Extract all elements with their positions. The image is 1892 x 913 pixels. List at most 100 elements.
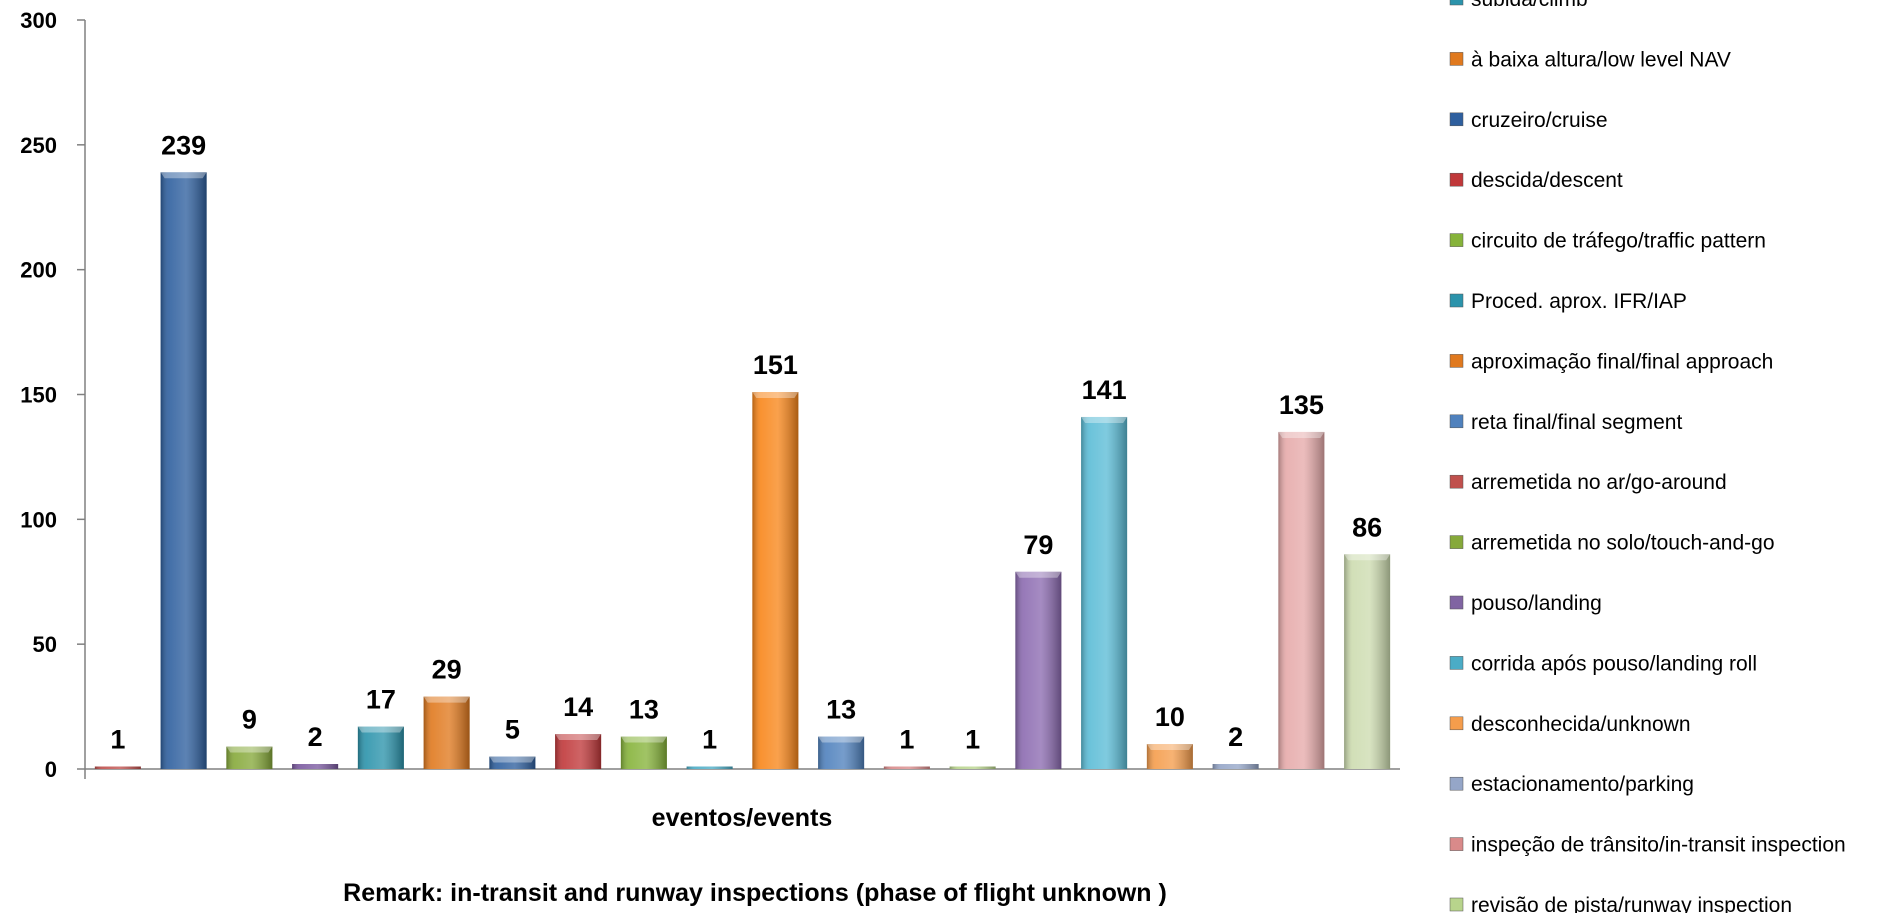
legend-label: subida/climb [1471,0,1588,11]
bar-shading [949,766,996,769]
data-label: 13 [629,695,659,725]
bar-cap [357,726,404,733]
legend-label: arremetida no solo/touch-and-go [1471,532,1775,555]
legend-label: à baixa altura/low level NAV [1471,48,1731,71]
data-label: 9 [242,705,257,735]
legend-swatch [1449,535,1464,549]
data-label: 239 [161,130,206,160]
bar-shading [1081,416,1128,769]
legend-swatch [1449,776,1464,791]
bar-shading [1278,431,1325,769]
bar-shading [357,726,404,769]
y-axis-ticks: 0 50 100 150 200 250 300 [20,8,85,782]
bar-shading [883,766,930,769]
bar-shading [818,736,865,769]
bar-shading [1015,571,1062,769]
legend-label: Proced. aprox. IFR/IAP [1471,290,1687,313]
legend-swatch [1449,414,1464,429]
legend-swatch [1449,0,1464,6]
legend-swatch [1449,293,1464,308]
bar-shading [226,746,273,769]
bar-cap [1146,744,1193,751]
data-label: 17 [366,685,396,715]
data-label: 151 [753,350,798,380]
data-label: 1 [899,725,914,755]
data-label: 13 [826,695,856,725]
data-label: 2 [1228,722,1243,752]
legend-label: descida/descent [1471,169,1623,192]
bar-cap [752,392,799,399]
bar-shading [1146,744,1193,769]
x-axis-title: eventos/events [652,804,833,832]
bar-shading [555,734,602,769]
data-label: 141 [1082,375,1127,405]
data-label: 1 [110,725,125,755]
bars [94,172,1391,770]
bar-cap [620,736,667,743]
legend-swatch [1449,52,1464,66]
bar-shading [1212,764,1259,769]
legend-label: pouso/landing [1471,592,1602,615]
y-tick-label: 0 [45,757,57,782]
legend-swatch [1449,837,1464,851]
data-label: 135 [1279,390,1324,420]
bar-cap [1081,416,1128,423]
legend-label: arremetida no ar/go-around [1471,471,1727,494]
legend-swatch [1449,656,1464,670]
legend-label: aproximação final/final approach [1471,350,1773,373]
bar-shading [489,756,536,769]
bar-shading [160,172,207,770]
legend-label: desconhecida/unknown [1471,713,1691,736]
legend-swatch [1449,595,1464,610]
data-label: 29 [432,655,462,685]
y-tick-label: 250 [20,133,57,158]
remark-text: Remark: in-transit and runway inspection… [343,879,1167,907]
legend-swatch [1449,112,1464,127]
y-tick-label: 50 [33,632,57,657]
legend-label: cruzeiro/cruise [1471,109,1608,132]
data-label: 1 [965,725,980,755]
bar-shading [292,764,339,769]
bar-shading [752,392,799,769]
data-label: 2 [308,722,323,752]
bar-cap [489,756,536,763]
bar-shading [1344,554,1391,769]
axes [84,20,1400,779]
bar-cap [1278,431,1325,438]
data-labels: 1 239 9 2 17 29 5 14 13 1 151 13 1 1 79 141 10 2 135 86 [110,130,1382,754]
legend-swatch [1449,897,1464,912]
legend-swatch [1449,172,1464,187]
bar-cap [423,696,470,703]
legend-swatch [1449,474,1464,489]
bar-shading [620,736,667,769]
legend-label: reta final/final segment [1471,411,1682,434]
bar-cap [1344,554,1391,561]
data-label: 1 [702,725,717,755]
bar-cap [555,734,602,741]
y-tick-label: 150 [20,383,57,408]
legend-label: estacionamento/parking [1471,773,1694,796]
bar-cap [160,172,207,179]
legend-swatch [1449,354,1464,368]
bar-cap [818,736,865,743]
y-tick-label: 300 [20,8,57,33]
bar-shading [686,766,733,769]
data-label: 5 [505,715,520,745]
bar-shading [423,696,470,769]
bar-cap [226,746,273,753]
y-tick-label: 100 [20,507,57,532]
data-label: 79 [1023,530,1053,560]
legend-swatch [1449,716,1464,731]
bar-cap [1015,571,1062,578]
bar-shading [94,766,141,769]
data-label: 14 [563,692,593,722]
data-label: 10 [1155,702,1185,732]
legend-label: revisão de pista/runway inspection [1471,894,1792,913]
legend-label: inspeção de trânsito/in-transit inspecti… [1471,834,1846,857]
legend-label: corrida após pouso/landing roll [1471,652,1757,675]
legend-swatch [1449,233,1464,247]
legend-label: circuito de tráfego/traffic pattern [1471,230,1766,253]
legend: subida/climb à baixa altura/low level NAV… [1449,0,1846,913]
data-label: 86 [1352,512,1382,542]
